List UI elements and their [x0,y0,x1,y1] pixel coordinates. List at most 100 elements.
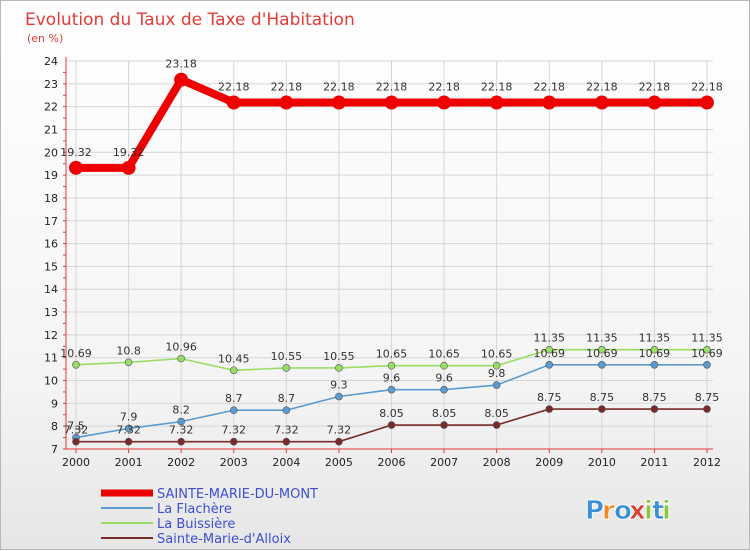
y-tick-label: 10 [44,375,58,388]
data-point [72,437,80,446]
x-tick-label: 2000 [62,456,90,469]
data-label: 11.35 [691,332,723,345]
data-point [598,345,606,354]
brand-letter: i [662,496,671,526]
y-tick-label: 14 [44,283,58,296]
data-point [282,406,291,415]
y-tick-label: 19 [44,169,58,182]
data-point [650,405,659,413]
y-tick-label: 8 [51,420,58,433]
data-point [69,160,83,175]
data-point [331,95,346,110]
x-tick-label: 2004 [272,456,300,469]
y-tick-label: 22 [44,101,58,114]
data-point [594,95,609,110]
data-point [335,437,343,446]
data-label: 22.18 [376,81,408,94]
data-labels: 19.32 19.32 23.18 22.18 22.18 22.18 22.18 22.18… [60,58,723,437]
x-tick-label: 2012 [693,456,721,469]
y-tick-label: 13 [44,306,58,319]
data-label: 9.8 [488,367,506,380]
data-point [174,72,189,87]
data-label: 10.65 [376,348,408,361]
x-tick-label: 2003 [220,456,248,469]
y-tick-label: 15 [44,260,58,273]
chart-title: Evolution du Taux de Taxe d'Habitation [25,10,355,30]
data-label: 10.69 [586,347,618,360]
y-tick-label: 20 [44,146,58,159]
x-tick-label: 2007 [430,456,458,469]
axes: 7 8 9 10 11 12 13 14 15 16 17 18 19 20 21 22 23 24 2000 200… [44,55,721,469]
y-tick-label: 23 [44,78,58,91]
x-tick-label: 2006 [378,456,406,469]
data-label: 7.32 [169,424,194,437]
brand-letter: x [629,496,646,526]
data-point [177,417,185,426]
data-label: 8.2 [172,404,190,417]
data-point [72,360,80,369]
data-label: 8.75 [590,391,615,404]
data-label: 22.18 [691,81,723,94]
data-label: 7.5 [67,420,85,433]
data-point [492,381,501,389]
x-tick-label: 2002 [167,456,195,469]
data-label: 10.55 [271,350,303,363]
y-tick-label: 9 [51,397,58,410]
data-label: 8.75 [642,391,667,404]
x-tick-label: 2005 [325,456,353,469]
data-label: 9.3 [330,379,348,392]
chart-subtitle: (en %) [27,32,63,45]
data-label: 22.18 [271,81,303,94]
data-label: 8.05 [379,407,404,420]
data-label: 7.32 [64,424,89,437]
y-tick-label: 7 [51,443,58,456]
grid [66,60,713,450]
data-point [229,406,238,415]
data-label: 22.18 [586,81,618,94]
data-point [647,95,662,110]
data-label: 19.32 [113,146,145,159]
data-label: 19.32 [60,146,92,159]
data-label: 10.65 [481,348,513,361]
legend-label: La Flachère [157,502,232,517]
data-point [279,95,294,110]
data-label: 22.18 [218,81,250,94]
y-tick-label: 17 [44,215,58,228]
data-label: 8.75 [695,391,720,404]
data-point [700,95,714,110]
data-label: 7.32 [327,424,352,437]
data-label: 7.32 [274,424,299,437]
data-point [387,421,396,429]
y-tick-label: 21 [44,123,58,136]
data-label: 10.69 [691,347,723,360]
data-point [440,385,448,394]
brand-letter: P [585,496,604,526]
data-point [492,361,501,370]
data-point [229,437,238,446]
data-point [437,95,452,110]
data-point [492,421,501,429]
data-label: 10.45 [218,352,250,365]
legend-label: SAINTE-MARIE-DU-MONT [157,487,318,502]
data-point [124,437,133,446]
data-point [177,437,185,446]
data-label: 11.35 [534,332,566,345]
data-point [387,385,396,394]
data-label: 10.65 [428,348,460,361]
data-label: 10.69 [639,347,671,360]
data-label: 10.69 [534,347,566,360]
data-point [703,360,711,369]
y-tick-label: 24 [44,55,58,68]
proxiti-logo: Pr oxi ti [585,496,672,527]
y-tick-label: 18 [44,192,58,205]
data-point [335,364,343,372]
data-label: 9.6 [383,372,401,385]
data-label: 10.55 [323,350,355,363]
data-point [124,424,133,433]
data-label: 10.96 [165,341,197,354]
data-label: 11.35 [639,332,671,345]
brand-letter: i [644,496,653,526]
